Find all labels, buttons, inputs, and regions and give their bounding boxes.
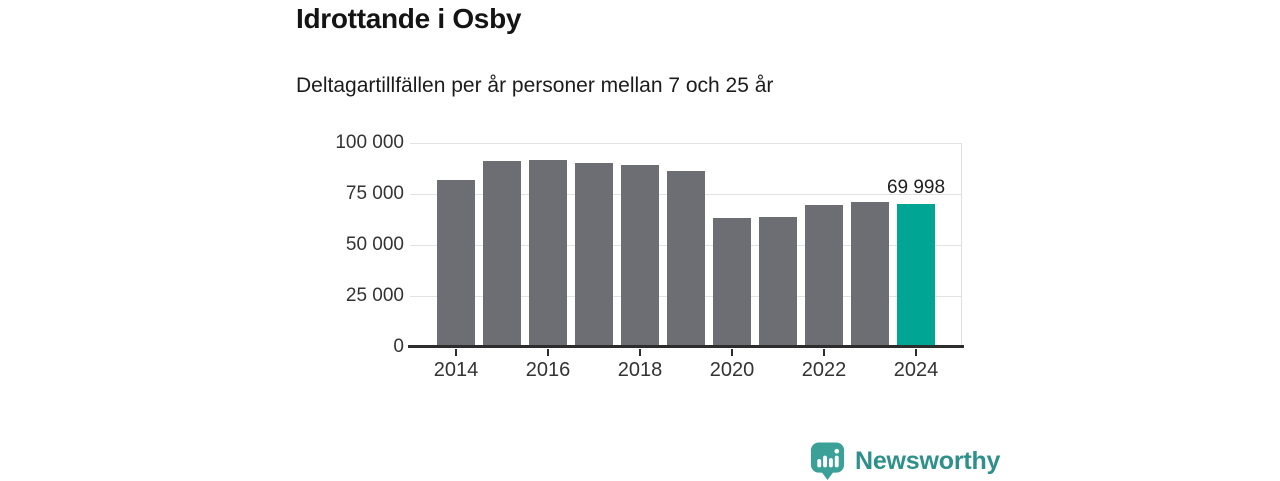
bar-2021 [759, 217, 797, 347]
bar-2024 [897, 204, 935, 347]
y-axis-label-25000: 25 000 [345, 285, 404, 306]
bar-2014 [437, 180, 475, 347]
x-axis-line [408, 345, 964, 348]
x-axis-label-2020: 2020 [709, 359, 755, 381]
gridline-100000 [410, 143, 962, 144]
chart-subtitle: Deltagartillfällen per år personer mella… [296, 74, 774, 97]
x-axis-label-2018: 2018 [617, 359, 663, 381]
x-axis-label-2022: 2022 [801, 359, 847, 381]
x-axis-label-2024: 2024 [893, 359, 939, 381]
y-axis-label-100000: 100 000 [335, 132, 404, 153]
x-axis-tick-2024 [915, 349, 917, 356]
plot-area [408, 143, 964, 356]
x-axis-tick-2018 [639, 349, 641, 356]
y-axis-label-75000: 75 000 [345, 183, 404, 204]
x-axis-tick-2014 [455, 349, 457, 356]
bar-2023 [851, 202, 889, 347]
bar-2019 [667, 171, 705, 347]
newsworthy-wordmark: Newsworthy [855, 446, 1001, 475]
y-axis-label-0: 0 [393, 336, 404, 357]
x-axis-label-2016: 2016 [525, 359, 571, 381]
newsworthy-logo: Newsworthy [809, 441, 1000, 481]
newsworthy-chart-bubble-icon [809, 441, 846, 481]
bar-2017 [575, 163, 613, 347]
bar-2022 [805, 205, 843, 347]
bar-2016 [529, 160, 567, 347]
x-axis-label-2014: 2014 [433, 359, 479, 381]
bar-2015 [483, 161, 521, 347]
x-axis-tick-2016 [547, 349, 549, 356]
bar-2020 [713, 218, 751, 347]
bar-2018 [621, 165, 659, 347]
y-axis-label-50000: 50 000 [345, 234, 404, 255]
x-axis-tick-2020 [731, 349, 733, 356]
chart-title: Idrottande i Osby [296, 3, 522, 34]
highlight-value-label: 69 998 [886, 177, 946, 198]
x-axis-tick-2022 [823, 349, 825, 356]
plot-right-border [961, 143, 962, 347]
